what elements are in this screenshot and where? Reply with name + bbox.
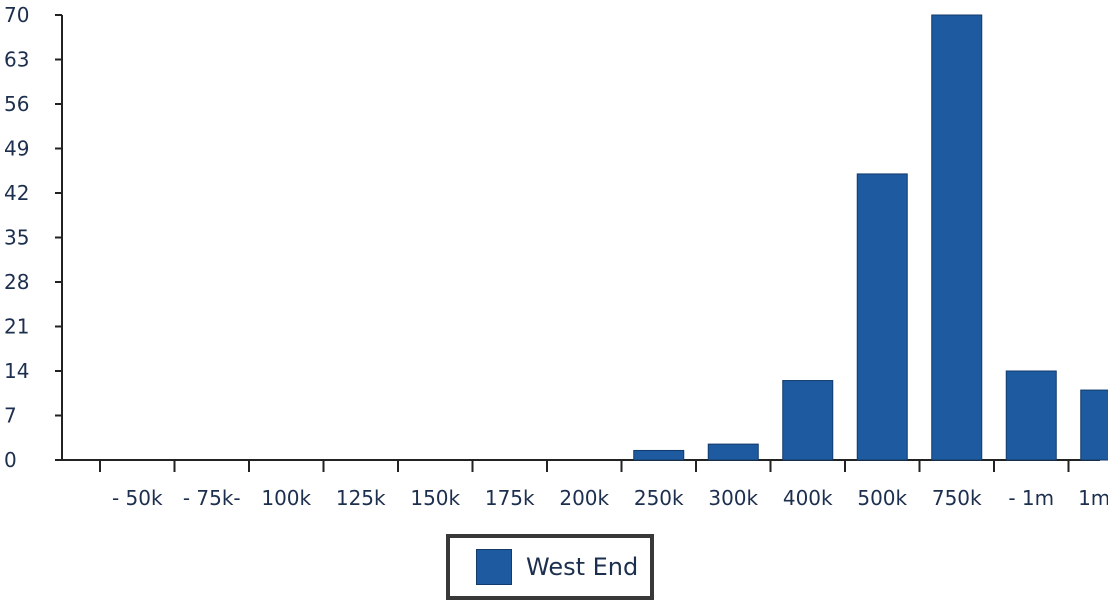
- y-axis: 0 7 14 21 28 35 42 49 56 63 70: [4, 3, 63, 472]
- x-tick-label: 200k: [559, 486, 609, 510]
- y-tick-label: 63: [4, 48, 29, 72]
- x-tick-label: - 75k-: [183, 486, 241, 510]
- x-tick-label: 1m +: [1078, 486, 1108, 510]
- x-tick-label: - 1m: [1008, 486, 1054, 510]
- y-tick-label: 14: [4, 359, 29, 383]
- bar: [856, 173, 908, 461]
- bar: [931, 14, 983, 461]
- y-tick-label: 0: [4, 448, 17, 472]
- y-tick-label: 56: [4, 92, 29, 116]
- x-tick-label: 100k: [261, 486, 311, 510]
- x-tick-label: - 50k: [112, 486, 163, 510]
- legend: West End: [446, 534, 654, 600]
- y-tick-label: 42: [4, 181, 29, 205]
- x-tick-label: 250k: [634, 486, 684, 510]
- bar: [782, 380, 834, 461]
- x-tick-label: 750k: [932, 486, 982, 510]
- x-axis: - 50k - 75k- 100k 125k 150k 175k 200k 250k 300k 4…: [62, 459, 1108, 510]
- x-tick-label: 500k: [857, 486, 907, 510]
- y-tick-label: 28: [4, 270, 29, 294]
- bars: [633, 14, 1108, 461]
- y-tick-label: 35: [4, 226, 29, 250]
- legend-swatch-west-end: [476, 549, 512, 585]
- y-tick-label: 7: [4, 404, 17, 428]
- legend-label-west-end: West End: [526, 553, 639, 581]
- y-tick-label: 21: [4, 315, 29, 339]
- bar: [707, 443, 759, 461]
- bar: [1005, 370, 1057, 461]
- x-tick-label: 150k: [410, 486, 460, 510]
- bar: [633, 449, 685, 461]
- x-tick-label: 175k: [485, 486, 535, 510]
- x-tick-label: 125k: [336, 486, 386, 510]
- x-tick-label: 300k: [708, 486, 758, 510]
- bar: [1080, 389, 1108, 461]
- y-tick-label: 49: [4, 137, 29, 161]
- x-tick-label: 400k: [783, 486, 833, 510]
- y-tick-label: 70: [4, 3, 29, 27]
